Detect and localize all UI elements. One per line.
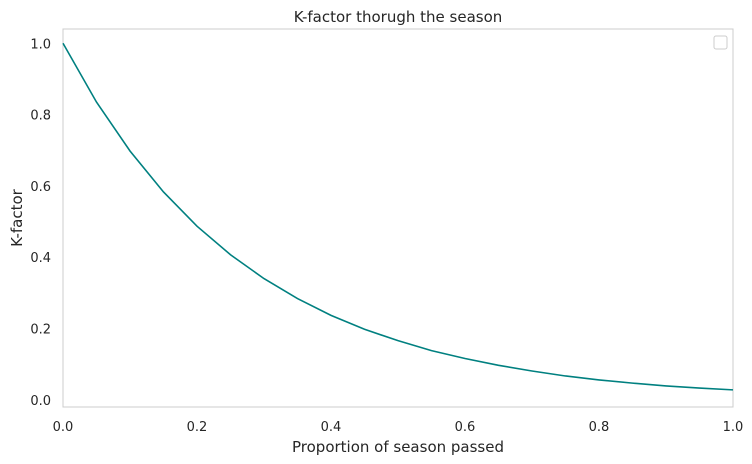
y-tick-label: 1.0: [30, 37, 51, 52]
y-tick-label: 0.0: [30, 394, 51, 409]
y-tick-label: 0.2: [30, 323, 51, 338]
y-tick-label: 0.8: [30, 109, 51, 124]
x-tick-label: 0.0: [53, 420, 74, 435]
x-tick-label: 1.0: [723, 420, 744, 435]
y-tick-labels: 0.0 0.2 0.4 0.6 0.8 1.0: [30, 37, 51, 409]
x-tick-label: 0.2: [187, 420, 208, 435]
x-axis-label: Proportion of season passed: [292, 438, 504, 456]
y-axis-label: K-factor: [8, 188, 26, 246]
x-tick-label: 0.4: [321, 420, 342, 435]
chart-title: K-factor thorugh the season: [294, 8, 503, 26]
x-tick-labels: 0.0 0.2 0.4 0.6 0.8 1.0: [53, 420, 744, 435]
plot-area: [62, 28, 734, 408]
series-line: [62, 42, 734, 391]
y-tick-label: 0.6: [30, 180, 51, 195]
x-tick-label: 0.6: [455, 420, 476, 435]
y-tick-label: 0.4: [30, 251, 51, 266]
legend-box: [713, 35, 728, 50]
x-tick-label: 0.8: [589, 420, 610, 435]
